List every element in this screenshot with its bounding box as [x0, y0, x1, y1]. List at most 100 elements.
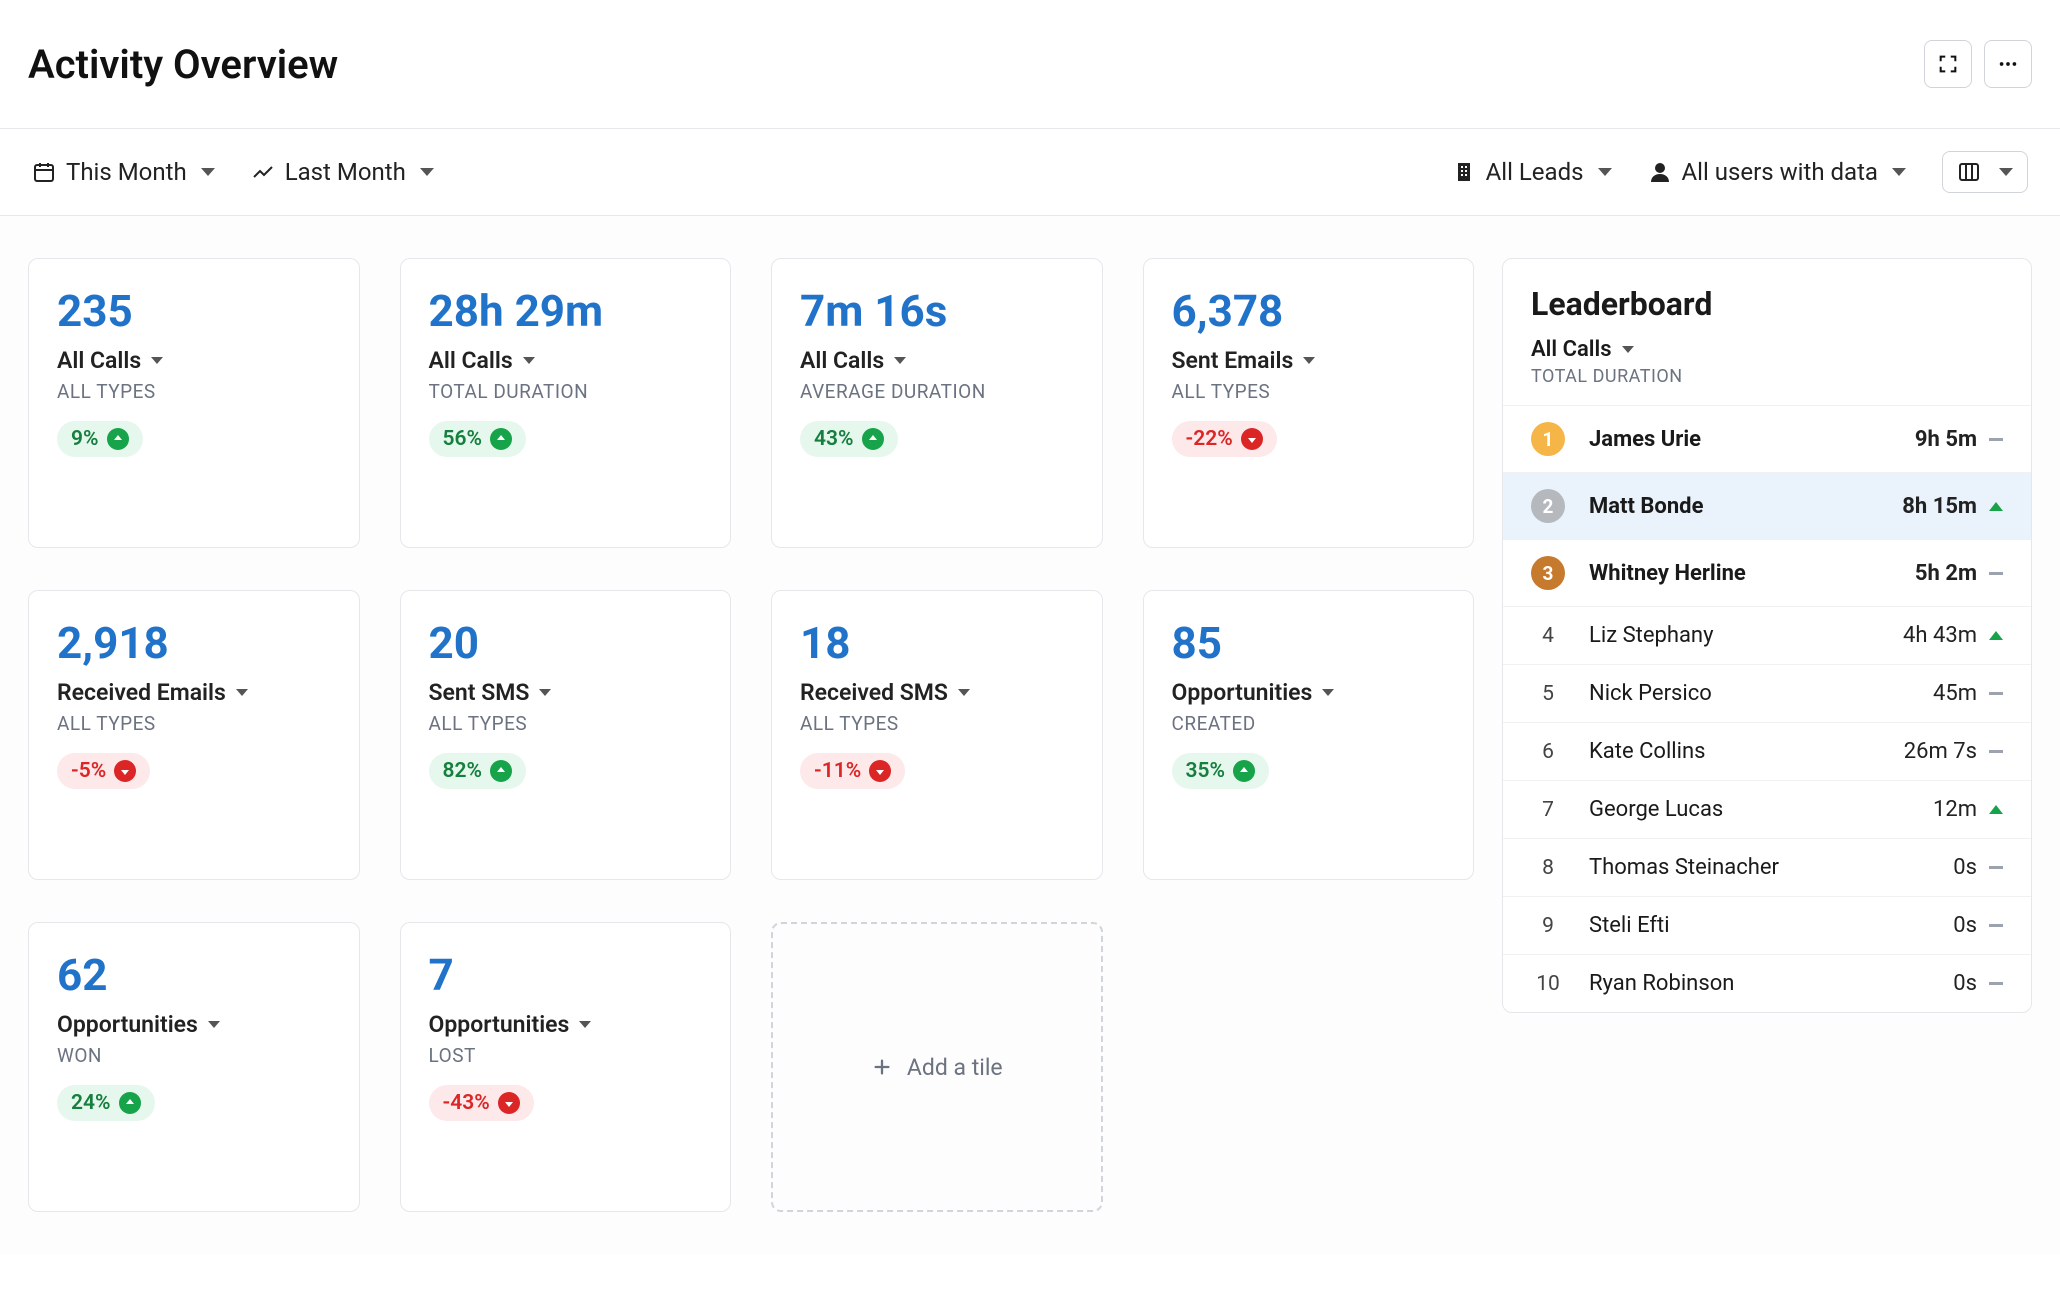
leaderboard-rows: 1James Urie9h 5m2Matt Bonde8h 15m3Whitne…: [1503, 405, 2031, 1012]
leaderboard-row[interactable]: 9Steli Efti0s: [1503, 896, 2031, 954]
tile-metric-dropdown[interactable]: Opportunities: [1172, 679, 1446, 706]
arrow-up-icon: [862, 428, 884, 450]
leaderboard-subtype: TOTAL DURATION: [1531, 366, 2003, 387]
change-value: 9%: [71, 427, 99, 451]
tile-metric-dropdown[interactable]: Sent SMS: [429, 679, 703, 706]
arrow-up-icon: [490, 428, 512, 450]
leads-scope-dropdown[interactable]: All Leads: [1452, 158, 1612, 186]
chevron-down-icon: [201, 168, 215, 176]
metric-tile[interactable]: 85OpportunitiesCREATED35%: [1143, 590, 1475, 880]
leaderboard-name: Whitney Herline: [1589, 561, 1915, 586]
change-badge: 43%: [800, 421, 898, 457]
metric-tile[interactable]: 20Sent SMSALL TYPES82%: [400, 590, 732, 880]
tile-value: 85: [1172, 617, 1446, 669]
chevron-down-icon: [151, 357, 163, 364]
add-tile-button[interactable]: Add a tile: [771, 922, 1103, 1212]
leaderboard-row[interactable]: 4Liz Stephany4h 43m: [1503, 606, 2031, 664]
tile-metric-label: Received SMS: [800, 679, 948, 706]
leaderboard-row[interactable]: 8Thomas Steinacher0s: [1503, 838, 2031, 896]
tile-metric-label: Sent Emails: [1172, 347, 1294, 374]
metric-tile[interactable]: 2,918Received EmailsALL TYPES-5%: [28, 590, 360, 880]
trend-flat-icon: [1989, 572, 2003, 575]
leaderboard-value: 0s: [1953, 855, 1977, 880]
add-tile-label: Add a tile: [907, 1054, 1003, 1081]
change-badge: -11%: [800, 753, 905, 789]
date-range-dropdown[interactable]: This Month: [32, 158, 215, 186]
tile-subtype: LOST: [429, 1044, 703, 1067]
users-scope-label: All users with data: [1682, 158, 1879, 186]
change-badge: 56%: [429, 421, 527, 457]
leaderboard-row[interactable]: 7George Lucas12m: [1503, 780, 2031, 838]
chevron-down-icon: [1999, 168, 2013, 176]
tile-metric-label: Opportunities: [1172, 679, 1313, 706]
rank-badge: 1: [1531, 422, 1565, 456]
arrow-down-icon: [114, 760, 136, 782]
tile-metric-dropdown[interactable]: Received Emails: [57, 679, 331, 706]
compare-dropdown[interactable]: Last Month: [251, 158, 434, 186]
rank-number: 9: [1531, 914, 1565, 938]
plus-icon: [871, 1056, 893, 1078]
tile-metric-dropdown[interactable]: All Calls: [57, 347, 331, 374]
trend-icon: [251, 160, 275, 184]
calendar-icon: [32, 160, 56, 184]
leaderboard-value: 5h 2m: [1915, 561, 1977, 586]
change-value: 56%: [443, 427, 483, 451]
arrow-up-icon: [490, 760, 512, 782]
chevron-down-icon: [1598, 168, 1612, 176]
metric-tile[interactable]: 7 Opportunities LOST -43%: [400, 922, 732, 1212]
chevron-down-icon: [1303, 357, 1315, 364]
tile-value: 7m 16s: [800, 285, 1074, 337]
change-value: -43%: [443, 1091, 490, 1115]
tile-metric-dropdown[interactable]: Opportunities: [429, 1011, 703, 1038]
chevron-down-icon: [1892, 168, 1906, 176]
tile-metric-label: Opportunities: [429, 1011, 570, 1038]
change-badge: -43%: [429, 1085, 534, 1121]
header-actions: [1924, 40, 2032, 88]
trend-up-icon: [1989, 502, 2003, 511]
tile-subtype: ALL TYPES: [57, 380, 331, 403]
metric-tile[interactable]: 62OpportunitiesWON24%: [28, 922, 360, 1212]
leaderboard-name: Ryan Robinson: [1589, 971, 1953, 996]
chevron-down-icon: [894, 357, 906, 364]
tile-metric-dropdown[interactable]: All Calls: [429, 347, 703, 374]
leaderboard-row[interactable]: 1James Urie9h 5m: [1503, 405, 2031, 472]
trend-flat-icon: [1989, 750, 2003, 753]
metric-tile[interactable]: 28h 29mAll CallsTOTAL DURATION56%: [400, 258, 732, 548]
tile-metric-dropdown[interactable]: Opportunities: [57, 1011, 331, 1038]
building-icon: [1452, 160, 1476, 184]
layout-dropdown[interactable]: [1942, 151, 2028, 193]
tile-subtype: TOTAL DURATION: [429, 380, 703, 403]
metric-tile[interactable]: 6,378Sent EmailsALL TYPES-22%: [1143, 258, 1475, 548]
tile-value: 62: [57, 949, 331, 1001]
leaderboard-row[interactable]: 6Kate Collins26m 7s: [1503, 722, 2031, 780]
tile-value: 7: [429, 949, 703, 1001]
tile-subtype: ALL TYPES: [800, 712, 1074, 735]
filter-right-group: All Leads All users with data: [1452, 151, 2028, 193]
leaderboard-row[interactable]: 10Ryan Robinson0s: [1503, 954, 2031, 1012]
leaderboard-name: Liz Stephany: [1589, 623, 1903, 648]
columns-icon: [1957, 160, 1981, 184]
leaderboard-row[interactable]: 5Nick Persico45m: [1503, 664, 2031, 722]
leaderboard-title: Leaderboard: [1531, 285, 2003, 323]
header-bar: Activity Overview: [0, 0, 2060, 129]
leaderboard-row[interactable]: 2Matt Bonde8h 15m: [1503, 472, 2031, 539]
users-scope-dropdown[interactable]: All users with data: [1648, 158, 1907, 186]
main-content: 235All CallsALL TYPES9%28h 29mAll CallsT…: [0, 216, 2060, 1254]
fullscreen-button[interactable]: [1924, 40, 1972, 88]
metric-tile[interactable]: 18Received SMSALL TYPES-11%: [771, 590, 1103, 880]
tile-metric-dropdown[interactable]: All Calls: [800, 347, 1074, 374]
user-icon: [1648, 160, 1672, 184]
leads-scope-label: All Leads: [1486, 158, 1584, 186]
leaderboard-row[interactable]: 3Whitney Herline5h 2m: [1503, 539, 2031, 606]
trend-up-icon: [1989, 631, 2003, 640]
tile-metric-dropdown[interactable]: Received SMS: [800, 679, 1074, 706]
leaderboard-name: James Urie: [1589, 427, 1915, 452]
trend-flat-icon: [1989, 866, 2003, 869]
leaderboard-name: Thomas Steinacher: [1589, 855, 1953, 880]
more-actions-button[interactable]: [1984, 40, 2032, 88]
metric-tile[interactable]: 235All CallsALL TYPES9%: [28, 258, 360, 548]
tile-metric-dropdown[interactable]: Sent Emails: [1172, 347, 1446, 374]
tile-metric-label: Received Emails: [57, 679, 226, 706]
metric-tile[interactable]: 7m 16sAll CallsAVERAGE DURATION43%: [771, 258, 1103, 548]
leaderboard-metric-dropdown[interactable]: All Calls: [1531, 337, 2003, 362]
